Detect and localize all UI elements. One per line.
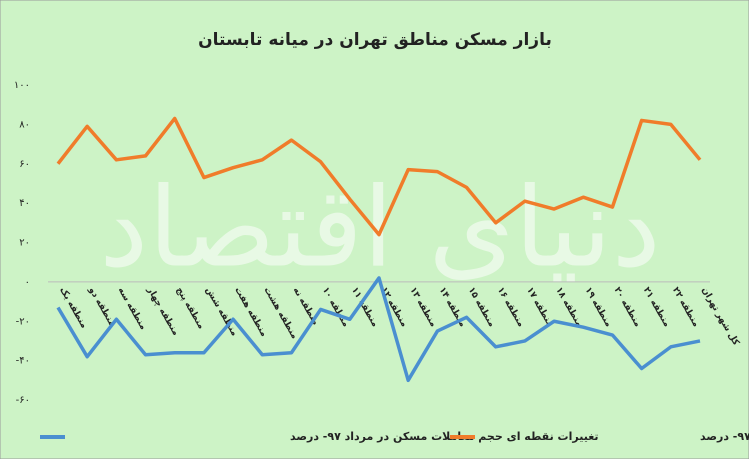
watermark: دنیای اقتصاد	[99, 163, 661, 291]
y-tick-label: -۴۰	[16, 356, 30, 367]
y-tick-label: ۶۰	[19, 159, 30, 170]
y-tick-label: ۰	[25, 277, 30, 288]
legend-label: تغییرات نقطه ای حجم معاملات مسکن در مردا…	[290, 430, 599, 443]
y-tick-label: -۲۰	[16, 316, 30, 327]
legend-label: تغییرات نقطه ای قیمت مسکن در مرداد ۹۷- د…	[700, 430, 749, 443]
chart-title: بازار مسکن مناطق تهران در میانه تابستان	[198, 30, 552, 50]
series-line	[56, 276, 701, 383]
y-tick-label: ۱۰۰	[14, 80, 30, 91]
y-tick-label: ۸۰	[19, 119, 30, 130]
y-tick-label: -۶۰	[16, 395, 30, 406]
series-line	[56, 116, 702, 237]
y-tick-label: ۲۰	[19, 238, 30, 249]
y-tick-label: ۴۰	[19, 198, 30, 209]
